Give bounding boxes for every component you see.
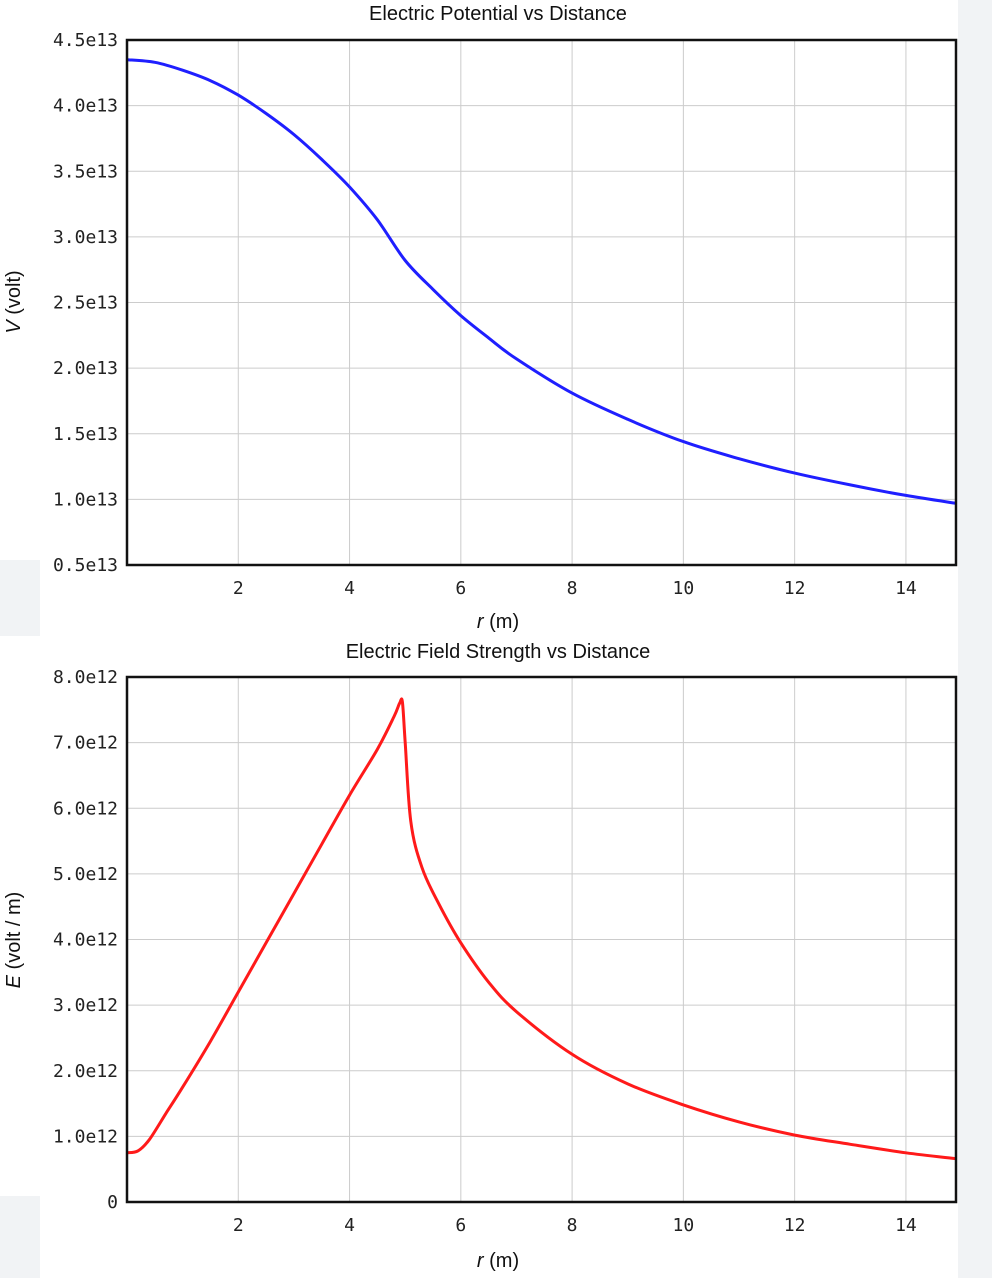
potential-chart: Electric Potential vs Distance 0.5e13 1.0… xyxy=(3,3,958,633)
y-tick-label: 8.0e12 xyxy=(53,667,118,688)
y-tick-labels: 0.5e13 1.0e13 1.5e13 2.0e13 2.5e13 3.0e13 3.5e… xyxy=(53,30,118,576)
y-tick-label: 0.5e13 xyxy=(53,555,118,576)
y-tick-label: 3.0e12 xyxy=(53,995,118,1016)
plot-frame xyxy=(125,38,958,567)
x-tick-label: 2 xyxy=(233,578,244,599)
potential-line xyxy=(126,58,957,505)
x-tick-label: 14 xyxy=(895,578,917,599)
y-tick-label: 7.0e12 xyxy=(53,733,118,754)
chart-title: Electric Field Strength vs Distance xyxy=(346,641,651,663)
y-tick-label: 2.0e12 xyxy=(53,1061,118,1082)
grid-lines xyxy=(127,676,956,1203)
y-tick-label: 1.0e12 xyxy=(53,1126,118,1147)
x-tick-labels: 2 4 6 8 10 12 14 xyxy=(233,578,917,599)
x-tick-label: 10 xyxy=(673,1215,695,1236)
x-tick-label: 2 xyxy=(233,1215,244,1236)
y-tick-label: 1.0e13 xyxy=(53,489,118,510)
grid-lines xyxy=(127,39,956,566)
y-tick-label: 4.5e13 xyxy=(53,30,118,51)
y-tick-label: 3.5e13 xyxy=(53,161,118,182)
x-axis-label: r (m) xyxy=(477,611,519,633)
x-tick-label: 10 xyxy=(673,578,695,599)
x-tick-label: 6 xyxy=(455,578,466,599)
y-tick-label: 6.0e12 xyxy=(53,798,118,819)
field-chart: Electric Field Strength vs Distance 0 1.0… xyxy=(3,641,958,1272)
page-background-strip-left-bottom xyxy=(0,1196,40,1278)
plot-frame xyxy=(125,675,958,1204)
y-tick-label: 3.0e13 xyxy=(53,227,118,248)
y-axis-label: V (volt) xyxy=(3,270,25,333)
page-background-strip-left-top xyxy=(0,560,40,636)
x-tick-label: 8 xyxy=(567,1215,578,1236)
y-tick-label: 2.5e13 xyxy=(53,293,118,314)
x-tick-label: 8 xyxy=(567,578,578,599)
x-tick-label: 12 xyxy=(784,578,806,599)
y-tick-label: 2.0e13 xyxy=(53,358,118,379)
x-tick-labels: 2 4 6 8 10 12 14 xyxy=(233,1215,917,1236)
x-axis-label: r (m) xyxy=(477,1250,519,1272)
x-tick-label: 12 xyxy=(784,1215,806,1236)
x-tick-label: 4 xyxy=(344,578,355,599)
x-tick-label: 14 xyxy=(895,1215,917,1236)
x-tick-label: 4 xyxy=(344,1215,355,1236)
y-tick-label: 1.5e13 xyxy=(53,424,118,445)
y-tick-label: 0 xyxy=(107,1192,118,1213)
y-tick-label: 4.0e12 xyxy=(53,930,118,951)
y-tick-label: 5.0e12 xyxy=(53,864,118,885)
y-tick-label: 4.0e13 xyxy=(53,96,118,117)
x-tick-label: 6 xyxy=(455,1215,466,1236)
y-tick-labels: 0 1.0e12 2.0e12 3.0e12 4.0e12 5.0e12 6.0e12 7.0… xyxy=(53,667,118,1213)
field-line xyxy=(126,697,957,1161)
y-axis-label: E (volt / m) xyxy=(3,892,25,989)
page-background-strip-right xyxy=(958,0,992,1278)
chart-title: Electric Potential vs Distance xyxy=(369,3,627,25)
